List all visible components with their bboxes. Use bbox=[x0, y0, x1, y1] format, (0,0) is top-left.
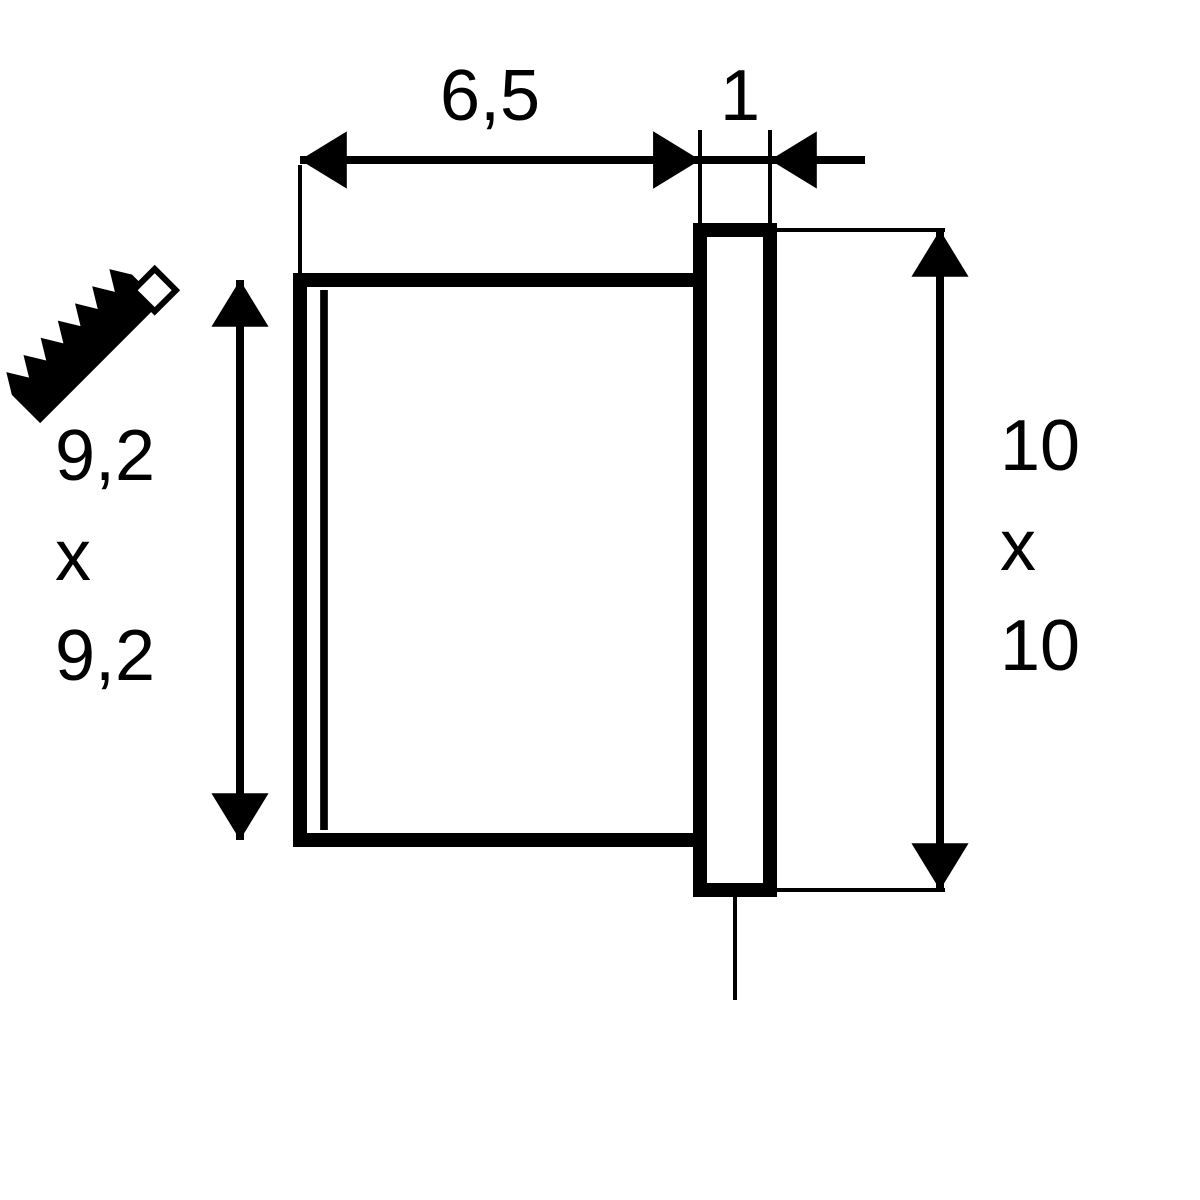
dim-face: x bbox=[1000, 506, 1036, 586]
dim-depth: 6,5 bbox=[440, 56, 540, 136]
dim-face: 10 bbox=[1000, 406, 1080, 486]
dim-face: 10 bbox=[1000, 606, 1080, 686]
dim-cutout: 9,2 bbox=[55, 616, 155, 696]
dim-flange: 1 bbox=[720, 56, 760, 136]
dim-cutout: x bbox=[55, 516, 91, 596]
dim-cutout: 9,2 bbox=[55, 416, 155, 496]
technical-drawing: 6,5 1 10 x 10 9,2 x 9,2 bbox=[0, 0, 1200, 1200]
